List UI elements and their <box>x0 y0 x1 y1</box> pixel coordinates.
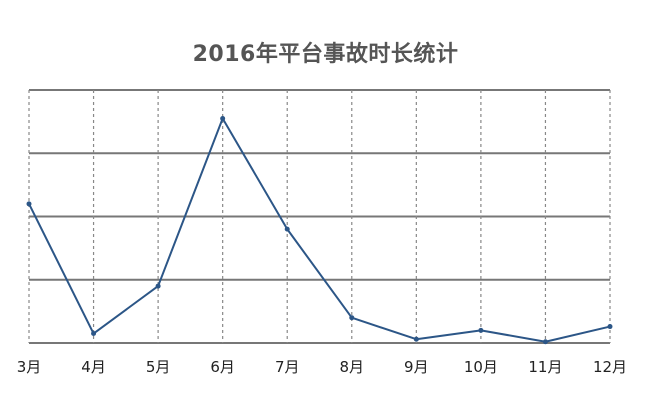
x-tick-label: 3月 <box>17 358 42 376</box>
series-group <box>26 115 613 345</box>
horizontal-gridlines <box>29 89 610 344</box>
x-tick-label: 5月 <box>146 358 171 376</box>
data-point <box>155 283 161 289</box>
data-point <box>413 336 419 342</box>
data-point <box>478 327 484 333</box>
data-point <box>26 201 32 207</box>
x-tick-label: 7月 <box>275 358 300 376</box>
x-tick-label: 11月 <box>528 358 562 376</box>
chart-title: 2016年平台事故时长统计 <box>192 42 459 67</box>
series-line <box>28 117 611 343</box>
x-tick-label: 4月 <box>81 358 106 376</box>
data-point <box>607 324 613 330</box>
x-tick-label: 8月 <box>340 358 365 376</box>
x-tick-label: 9月 <box>404 358 429 376</box>
x-tick-label: 6月 <box>210 358 235 376</box>
x-tick-label: 12月 <box>593 358 627 376</box>
data-point <box>284 226 290 232</box>
data-point <box>220 115 226 121</box>
data-point <box>91 331 97 337</box>
x-axis-tick-labels: 3月 4月 5月 6月 7月 8月 9月 10月 11月 12月 <box>17 358 627 376</box>
data-point <box>542 339 548 345</box>
x-tick-label: 10月 <box>464 358 498 376</box>
data-point <box>349 315 355 321</box>
vertical-gridlines <box>28 90 611 343</box>
